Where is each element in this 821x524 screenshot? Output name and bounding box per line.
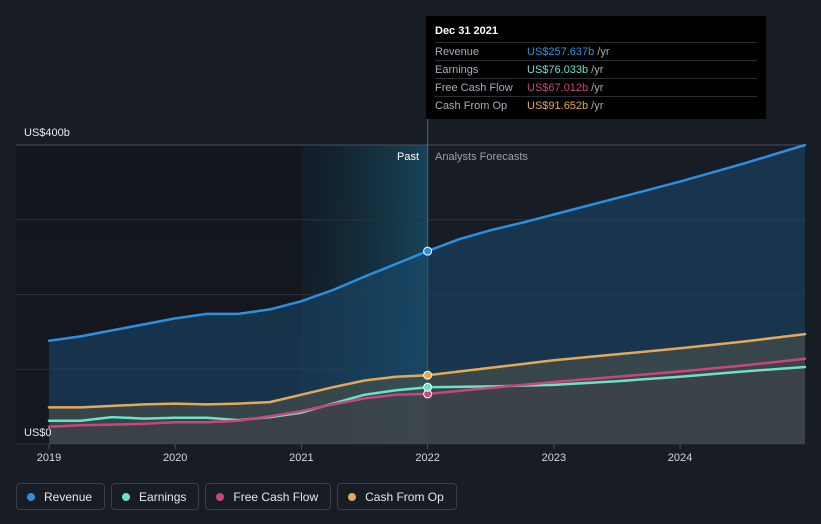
tooltip-row-name: Revenue <box>435 45 480 58</box>
legend-label: Earnings <box>139 489 187 504</box>
legend-item-cash-from-op[interactable]: Cash From Op <box>337 483 457 510</box>
tooltip-row-unit: /yr <box>591 81 604 94</box>
legend-item-revenue[interactable]: Revenue <box>16 483 106 510</box>
tooltip-row-value: US$67.012b <box>527 81 589 94</box>
x-tick-label: 2023 <box>542 452 566 464</box>
line-revenue <box>47 143 807 343</box>
legend-item-free-cash-flow[interactable]: Free Cash Flow <box>205 483 332 510</box>
tooltip-row-cash-from-op: Cash From Op US$91.652b /yr <box>435 96 757 114</box>
tooltip-row-free-cash-flow: Free Cash Flow US$67.012b /yr <box>435 78 757 96</box>
line-free-cash-flow <box>47 357 807 429</box>
tooltip-row-unit: /yr <box>591 99 604 112</box>
tooltip: Dec 31 2021 Revenue US$257.637b /yr Earn… <box>426 16 766 119</box>
legend-label: Cash From Op <box>365 489 444 504</box>
line-cash-from-op <box>47 332 807 409</box>
legend-dot-icon <box>27 492 35 501</box>
tooltip-row-value: US$76.033b <box>527 63 589 76</box>
legend-label: Free Cash Flow <box>233 489 319 504</box>
forecast-label: Analysts Forecasts <box>435 151 528 163</box>
x-tick-label: 2024 <box>668 452 692 464</box>
legend-item-earnings[interactable]: Earnings <box>111 483 200 510</box>
legend-dot-icon <box>216 492 225 501</box>
y-axis-bottom-label: US$0 <box>24 427 52 439</box>
area-earnings <box>49 367 805 444</box>
tooltip-row-value: US$91.652b <box>527 99 589 112</box>
legend-label: Revenue <box>44 489 93 504</box>
past-label: Past <box>397 151 419 163</box>
tooltip-row-unit: /yr <box>597 45 610 58</box>
tooltip-date: Dec 31 2021 <box>435 25 498 37</box>
x-tick-label: 2021 <box>289 452 313 464</box>
tooltip-row-name: Cash From Op <box>435 99 508 112</box>
legend: Revenue Earnings Free Cash Flow Cash Fro… <box>16 483 457 510</box>
x-tick-label: 2019 <box>37 452 61 464</box>
legend-dot-icon <box>122 492 131 501</box>
x-tick-label: 2022 <box>415 452 439 464</box>
marker-revenue <box>423 246 433 256</box>
legend-dot-icon <box>348 492 357 501</box>
tooltip-row-name: Earnings <box>435 63 479 76</box>
y-axis-top-label: US$400b <box>24 127 70 139</box>
tooltip-row-name: Free Cash Flow <box>435 81 513 94</box>
x-tick-label: 2020 <box>163 452 187 464</box>
tooltip-row-value: US$257.637b <box>527 45 595 58</box>
marker-earnings <box>423 382 433 392</box>
tooltip-row-revenue: Revenue US$257.637b /yr <box>435 42 757 60</box>
area-revenue <box>49 145 805 444</box>
tooltip-row-earnings: Earnings US$76.033b /yr <box>435 60 757 78</box>
tooltip-row-unit: /yr <box>591 63 604 76</box>
marker-cash-from-op <box>423 370 433 380</box>
